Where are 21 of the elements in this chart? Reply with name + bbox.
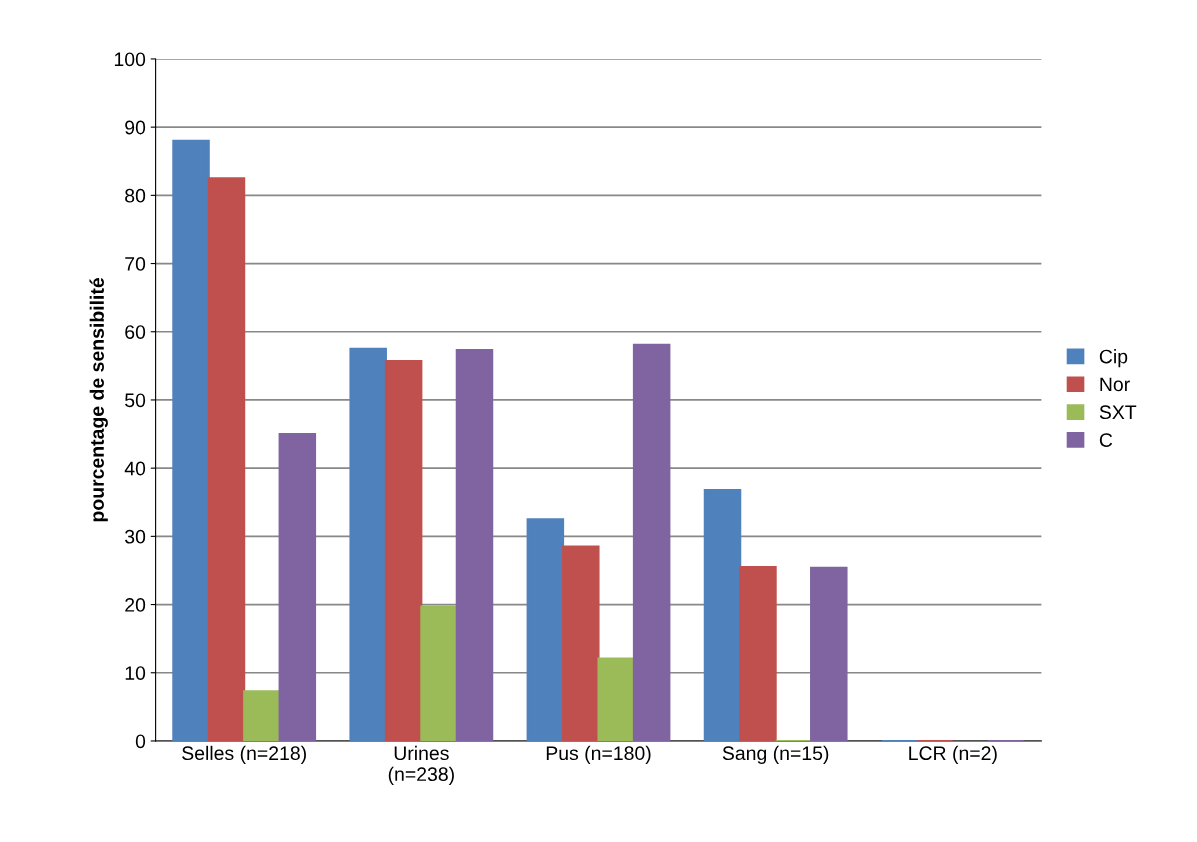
y-tick-label: 0 [135, 734, 146, 749]
y-tick-label: 90 [125, 120, 146, 135]
y-tick-label: 100 [114, 52, 146, 67]
y-tick-label: 10 [125, 666, 146, 680]
y-tick-label: 40 [124, 461, 146, 476]
x-tick-label: LCR (n=2) [909, 745, 997, 764]
x-tick-label: Selles (n=218) [182, 745, 306, 764]
legend-label: Nor [1100, 377, 1130, 392]
y-tick-label: 20 [125, 598, 146, 612]
y-tick-label: 30 [125, 529, 146, 544]
y-axis-title: pourcentage de sensibilité [89, 277, 108, 522]
x-tick-label: Pus (n=180) [546, 745, 651, 764]
y-tick-label: 60 [125, 325, 146, 339]
legend-label: SXT [1099, 405, 1137, 420]
x-tick-label: Sang (n=15) [722, 745, 829, 764]
y-tick-label: 50 [125, 393, 146, 408]
y-tick-label: 80 [125, 188, 146, 203]
x-tick-label: Urines (n=238) [388, 745, 454, 785]
legend-label: C [1099, 433, 1113, 447]
y-tick-label: 70 [125, 257, 146, 271]
legend-label: Cip [1099, 349, 1128, 368]
